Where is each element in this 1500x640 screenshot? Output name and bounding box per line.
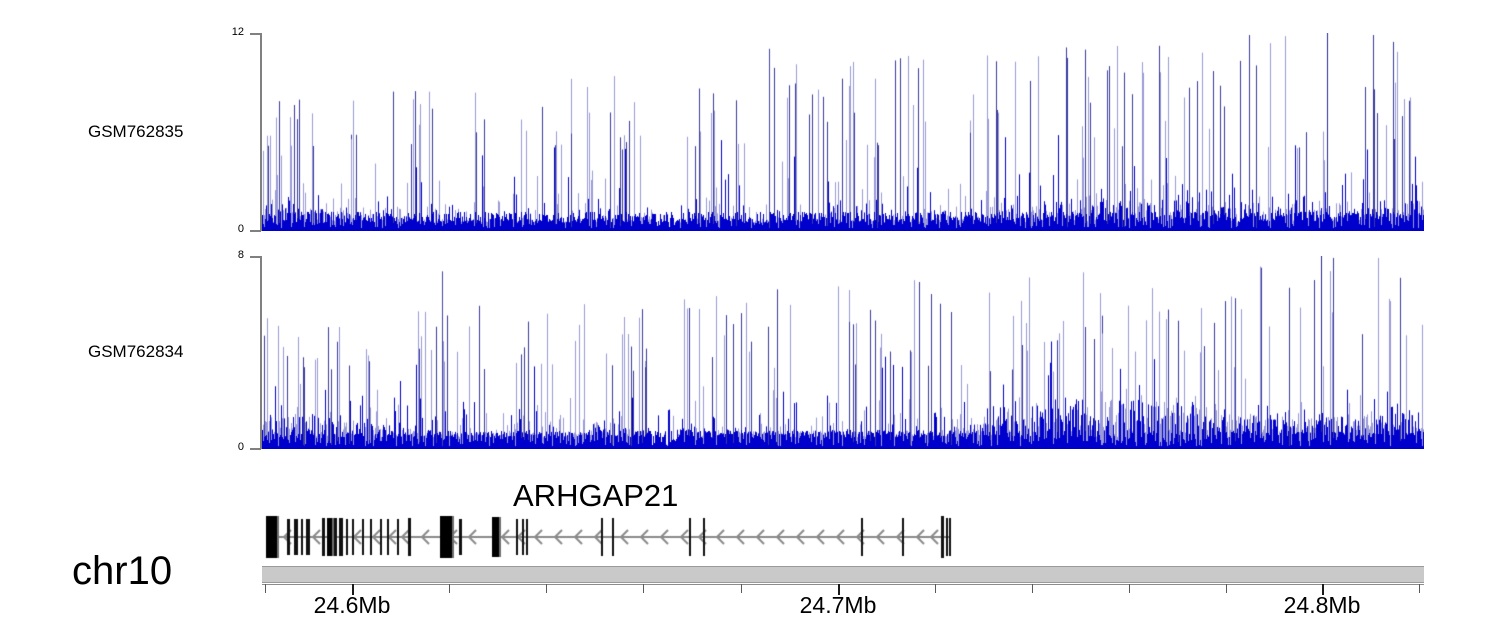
axis-minor-tick: [546, 584, 547, 593]
axis-coordinate-label: 24.8Mb: [1283, 592, 1361, 618]
gene-model-arhgap21[interactable]: [250, 500, 1010, 578]
chromosome-ideogram-bar[interactable]: [262, 566, 1424, 583]
axis-major-tick: [838, 584, 840, 595]
axis-minor-tick: [1129, 584, 1130, 593]
axis-minor-tick: [643, 584, 644, 593]
y-axis-tick-min: [250, 448, 261, 450]
axis-coordinate-label: 24.7Mb: [799, 592, 877, 618]
axis-coordinate-label: 24.6Mb: [313, 592, 391, 618]
coverage-canvas: [262, 33, 1424, 231]
axis-minor-tick: [1419, 584, 1420, 593]
axis-major-tick: [1322, 584, 1324, 595]
track-label-gsm762834: GSM762834: [88, 342, 184, 361]
y-axis-max-label: 8: [237, 249, 244, 261]
y-axis-tick-max: [250, 256, 261, 258]
y-axis-line: [260, 33, 262, 231]
y-axis-min-label: 0: [237, 441, 244, 453]
axis-minor-tick: [935, 584, 936, 593]
coverage-plot-gsm762834[interactable]: [262, 256, 1424, 449]
track-label-gsm762835: GSM762835: [88, 121, 184, 141]
axis-minor-tick: [265, 584, 266, 593]
y-axis-line: [260, 256, 262, 449]
coverage-canvas: [262, 256, 1424, 449]
axis-minor-tick: [449, 584, 450, 593]
axis-major-tick: [352, 584, 354, 595]
y-axis-tick-max: [250, 33, 261, 35]
axis-minor-tick: [741, 584, 742, 593]
y-axis-min-label: 0: [237, 223, 244, 235]
y-axis-max-label: 12: [231, 26, 244, 38]
axis-minor-tick: [1032, 584, 1033, 593]
chromosome-label: chr10: [72, 549, 173, 593]
axis-baseline: [262, 584, 1424, 585]
coverage-plot-gsm762835[interactable]: [262, 33, 1424, 231]
y-axis-tick-min: [250, 230, 261, 232]
axis-minor-tick: [1226, 584, 1227, 593]
